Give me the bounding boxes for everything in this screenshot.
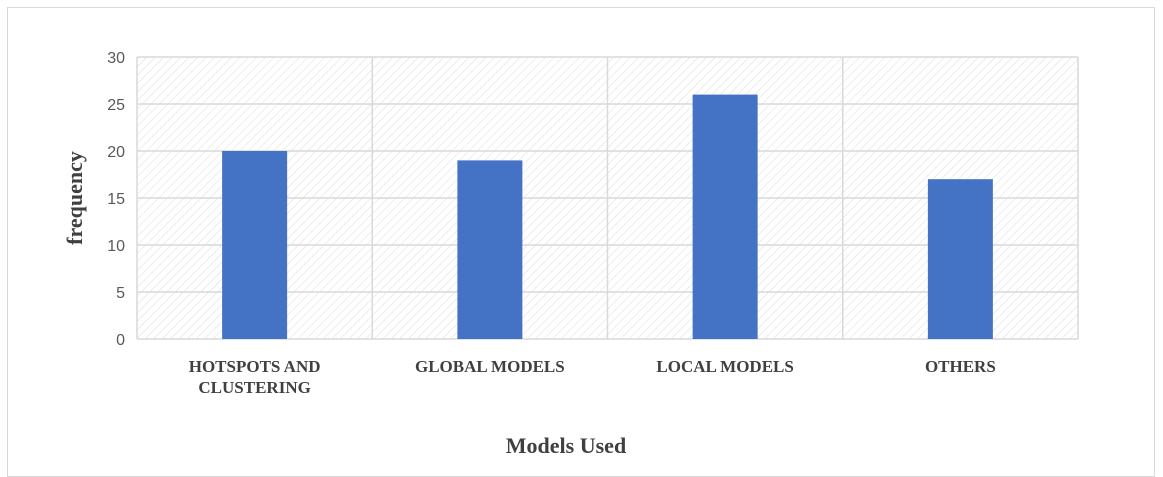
- x-tick-label: HOTSPOTS AND: [189, 357, 321, 376]
- y-tick-label: 30: [107, 50, 125, 67]
- bar: [222, 151, 288, 339]
- y-tick-label: 10: [107, 238, 125, 255]
- y-axis-title: frequency: [62, 151, 87, 245]
- x-tick-label: LOCAL MODELS: [656, 357, 793, 376]
- x-tick-label: GLOBAL MODELS: [415, 357, 565, 376]
- bar: [692, 94, 758, 339]
- bar-chart: 0 5 10 15 20 25 30 HOTSPOTS AND CLUSTERING GLOBA…: [62, 50, 1079, 458]
- y-tick-label: 5: [116, 285, 125, 302]
- x-tick-label: CLUSTERING: [198, 378, 310, 397]
- y-tick-label: 25: [107, 97, 125, 114]
- x-tick-label: OTHERS: [925, 357, 996, 376]
- y-tick-label: 0: [116, 332, 125, 349]
- y-tick-label: 20: [107, 144, 125, 161]
- x-axis-title: Models Used: [506, 433, 626, 458]
- y-tick-label: 15: [107, 191, 125, 208]
- bars: [222, 94, 993, 339]
- bar: [457, 160, 523, 339]
- gridlines: [136, 56, 1079, 340]
- y-tick-labels: 0 5 10 15 20 25 30: [107, 50, 125, 349]
- x-tick-labels: HOTSPOTS AND CLUSTERING GLOBAL MODELS LOCAL…: [189, 357, 996, 397]
- bar: [927, 179, 993, 339]
